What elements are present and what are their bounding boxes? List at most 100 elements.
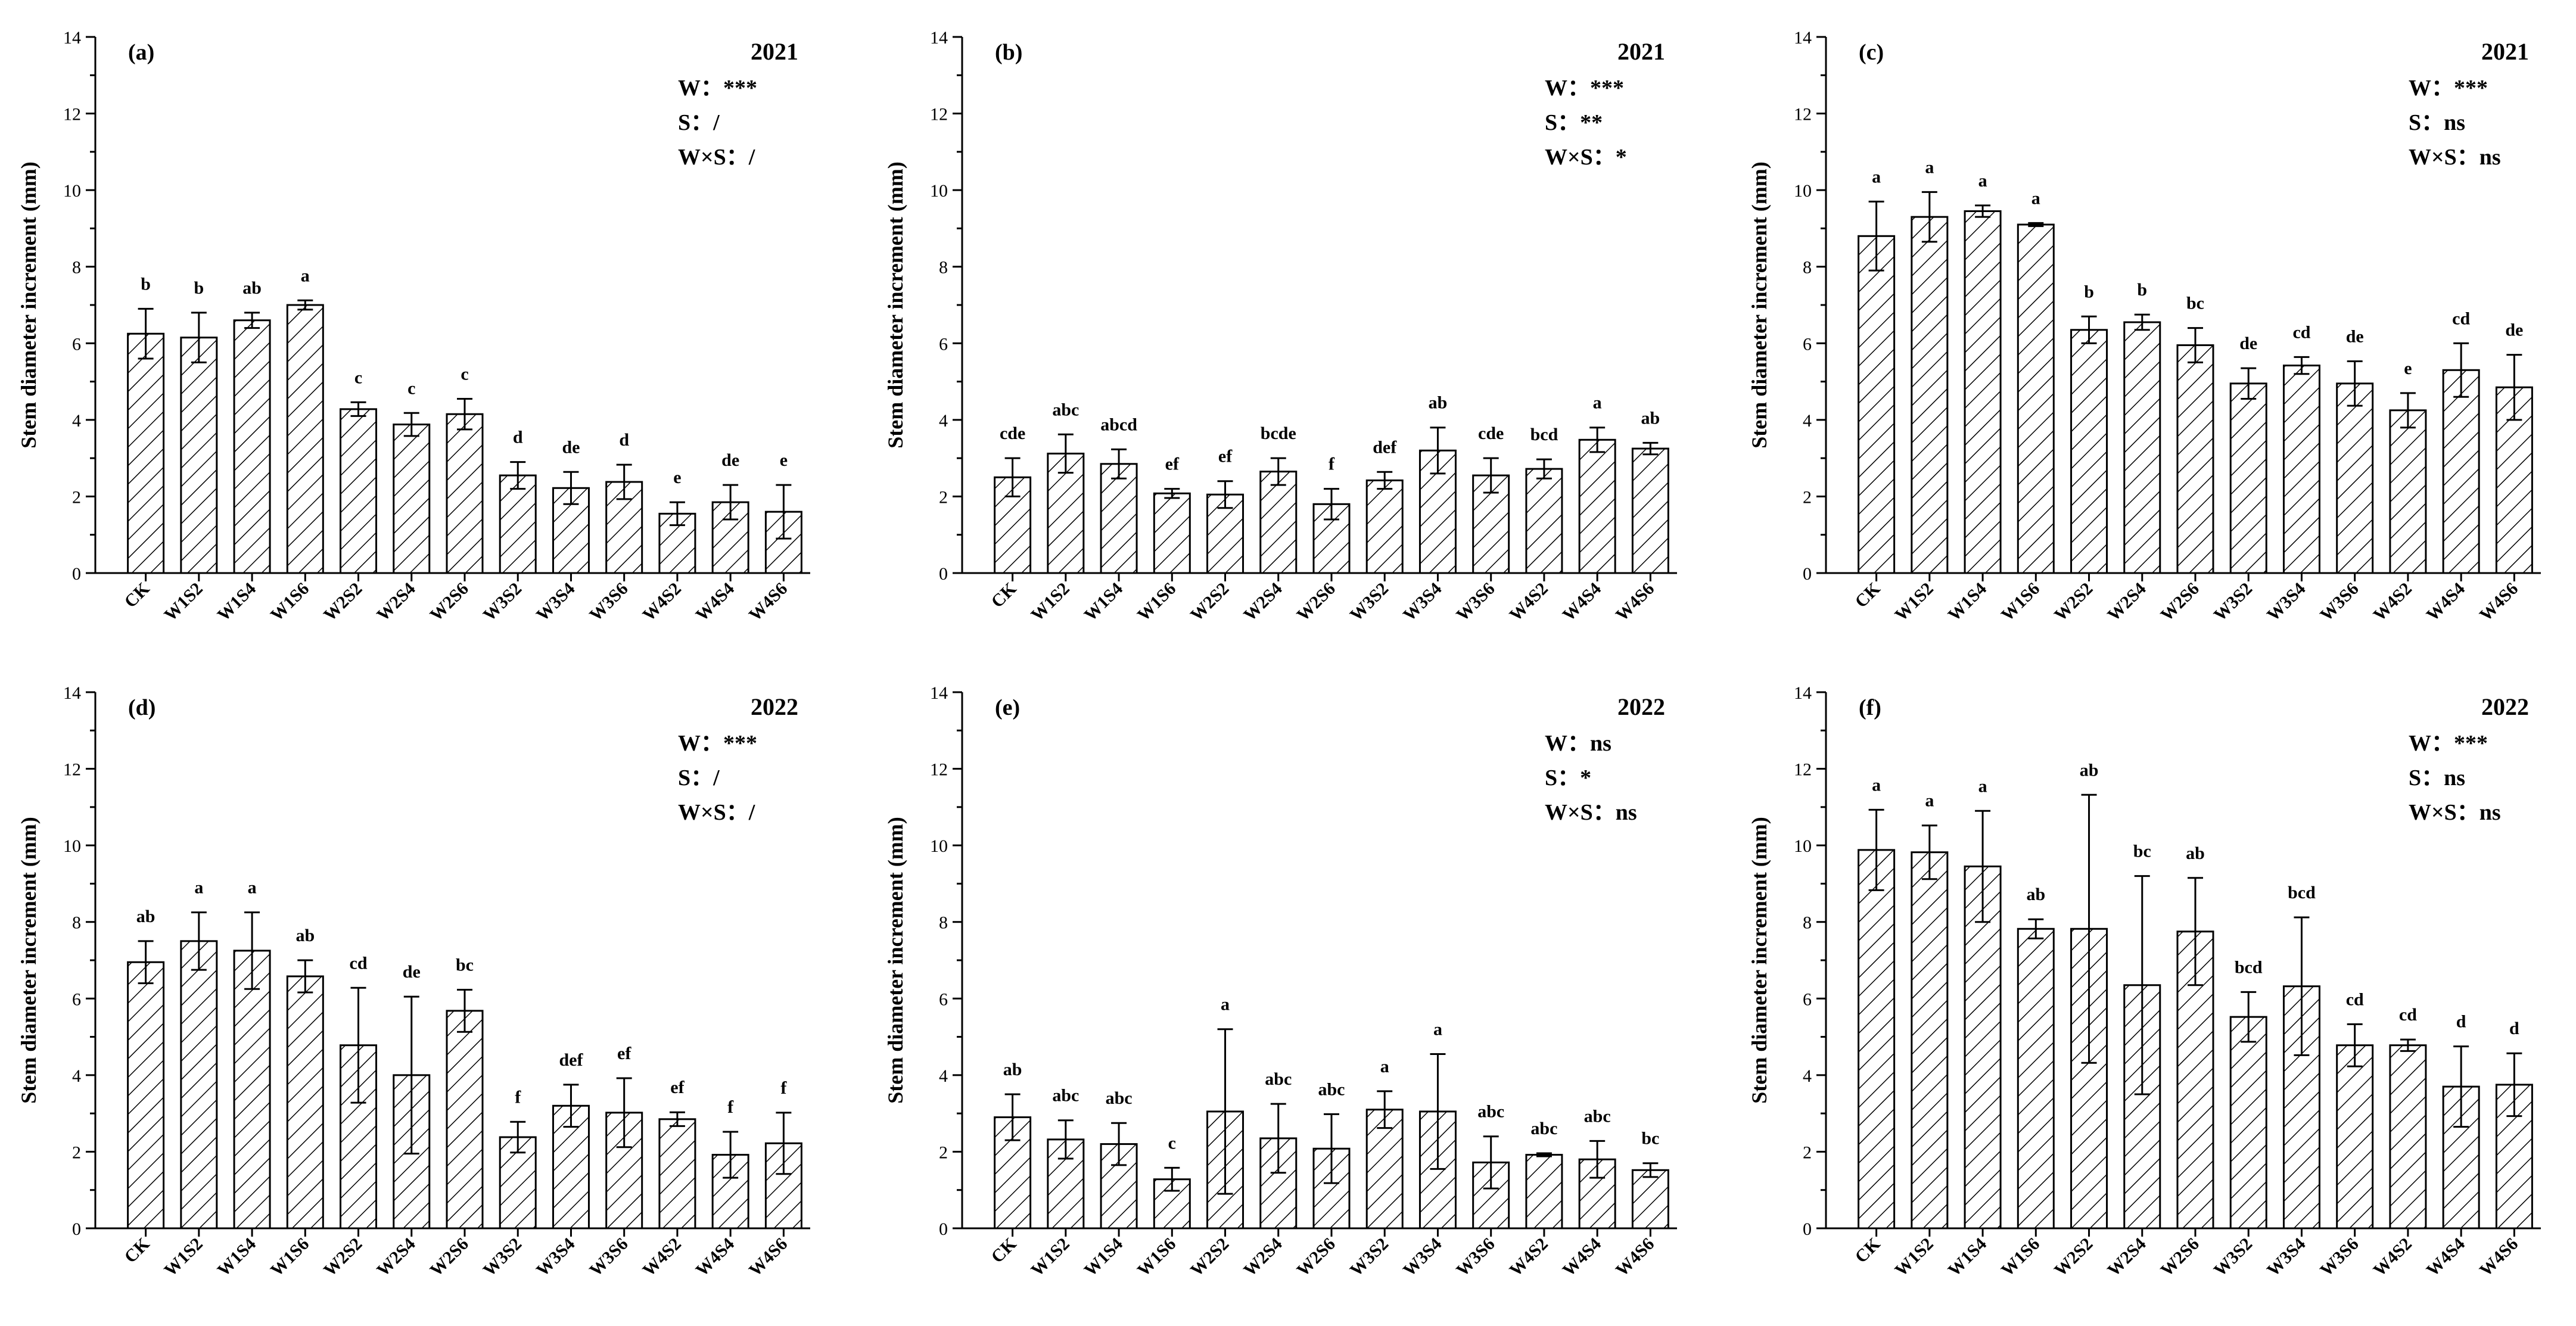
significance-stat: S：/ xyxy=(678,110,720,135)
bar-W4S4 xyxy=(1578,438,1616,574)
y-tick-label: 12 xyxy=(63,760,81,780)
bar-W4S2 xyxy=(658,1118,696,1229)
significance-stat: W×S：ns xyxy=(1545,800,1637,825)
x-tick-label: CK xyxy=(1851,1234,1884,1267)
y-tick-label: 12 xyxy=(63,105,81,124)
significance-letter: cde xyxy=(1478,424,1504,443)
x-tick-label: W1S6 xyxy=(1998,579,2044,625)
y-tick-label: 10 xyxy=(1794,836,1812,856)
x-tick-label: W3S2 xyxy=(2210,1234,2257,1281)
significance-letter: cd xyxy=(2452,309,2470,328)
bar-W4S2 xyxy=(1525,1154,1563,1229)
significance-stat: W：ns xyxy=(1545,731,1611,756)
significance-letter: cd xyxy=(2346,989,2364,1009)
significance-letter: ef xyxy=(670,1078,685,1097)
bar-W3S2 xyxy=(2229,1016,2267,1229)
significance-letter: f xyxy=(780,1078,787,1098)
significance-letter: de xyxy=(721,450,739,470)
x-tick-label: CK xyxy=(1851,578,1884,612)
x-tick-label: W2S2 xyxy=(320,1234,366,1281)
significance-letter: c xyxy=(354,368,362,387)
x-tick-label: W1S2 xyxy=(160,1234,207,1281)
x-tick-label: W1S4 xyxy=(213,1234,260,1281)
x-tick-label: W2S4 xyxy=(1240,1234,1286,1281)
significance-letter: e xyxy=(2404,359,2412,378)
significance-stat: S：/ xyxy=(678,765,720,790)
significance-letter: de xyxy=(2239,334,2257,353)
x-tick-label: W4S6 xyxy=(2476,1234,2522,1281)
x-tick-label: W2S6 xyxy=(2157,579,2203,625)
significance-stat: W×S：/ xyxy=(678,145,755,170)
y-tick-label: 0 xyxy=(1803,564,1812,584)
significance-stat: W：*** xyxy=(678,731,757,756)
significance-letter: a xyxy=(1380,1057,1389,1076)
significance-stat: S：ns xyxy=(2409,110,2465,135)
y-tick-label: 4 xyxy=(72,411,81,431)
y-tick-label: 14 xyxy=(63,28,81,48)
y-tick-label: 12 xyxy=(1794,760,1812,780)
x-tick-label: W1S4 xyxy=(1944,579,1990,625)
significance-letter: cde xyxy=(1000,424,1025,443)
bar-W4S4 xyxy=(2442,369,2480,574)
x-tick-label: W3S2 xyxy=(480,579,526,625)
x-tick-label: W2S4 xyxy=(2104,579,2150,625)
panel-label: (b) xyxy=(995,40,1022,65)
x-tick-label: W2S6 xyxy=(1293,1234,1339,1281)
x-tick-label: W4S6 xyxy=(745,1234,792,1281)
y-axis-label: Stem diameter increment (mm) xyxy=(1747,817,1771,1104)
bar-W2S4 xyxy=(1259,471,1298,574)
significance-letter: abc xyxy=(1318,1079,1345,1099)
y-tick-label: 14 xyxy=(1794,683,1812,703)
bar-W3S2 xyxy=(1365,479,1404,574)
bar-W1S4 xyxy=(1964,866,2002,1229)
significance-letter: ab xyxy=(2026,885,2045,904)
x-tick-label: W2S6 xyxy=(426,1234,472,1281)
significance-letter: b xyxy=(141,274,151,294)
significance-letter: c xyxy=(1168,1133,1176,1153)
y-tick-label: 14 xyxy=(1794,28,1812,48)
x-tick-label: W2S2 xyxy=(2051,1234,2097,1281)
chart-panel-c: 0 2 4 6 8 10 12 14 Stem diameter increment (mm) (… xyxy=(1747,28,2541,625)
significance-letter: a xyxy=(1925,791,1934,811)
significance-letter: ef xyxy=(617,1044,631,1063)
y-tick-label: 12 xyxy=(1794,105,1812,124)
significance-letter: ef xyxy=(1218,447,1233,466)
y-tick-label: 2 xyxy=(939,1143,948,1162)
significance-letter: f xyxy=(727,1097,734,1117)
significance-letter: e xyxy=(673,468,681,487)
y-tick-label: 12 xyxy=(930,105,948,124)
y-tick-label: 10 xyxy=(63,836,81,856)
year-label: 2021 xyxy=(1617,38,1665,65)
significance-letter: bc xyxy=(2133,842,2151,861)
y-tick-label: 14 xyxy=(63,683,81,703)
x-tick-label: W1S4 xyxy=(1080,1234,1127,1281)
significance-letter: cd xyxy=(2399,1005,2417,1025)
y-tick-label: 4 xyxy=(1803,1066,1812,1086)
x-tick-label: W3S6 xyxy=(2316,1234,2363,1281)
x-tick-label: W1S4 xyxy=(1944,1234,1990,1281)
x-tick-label: W4S4 xyxy=(692,579,739,625)
chart-panel-d: 0 2 4 6 8 10 12 14 Stem diameter increment (mm) (… xyxy=(17,683,810,1280)
y-axis-label: Stem diameter increment (mm) xyxy=(883,817,907,1104)
chart-panel-e: 0 2 4 6 8 10 12 14 Stem diameter increment (mm) (… xyxy=(883,683,1677,1280)
bar-W1S2 xyxy=(180,940,218,1229)
y-tick-label: 14 xyxy=(930,683,948,703)
x-tick-label: W1S6 xyxy=(267,1234,313,1281)
y-tick-label: 2 xyxy=(1803,1143,1812,1162)
panel-label: (a) xyxy=(128,40,154,65)
significance-letter: a xyxy=(2031,188,2040,208)
significance-letter: a xyxy=(1978,171,1987,191)
y-axis-label: Stem diameter increment (mm) xyxy=(17,817,41,1104)
bar-W1S6 xyxy=(286,975,324,1229)
y-tick-label: 6 xyxy=(72,989,81,1009)
y-tick-label: 2 xyxy=(1803,487,1812,507)
significance-letter: cd xyxy=(2292,322,2310,342)
x-tick-label: W4S2 xyxy=(1505,1234,1552,1281)
significance-stat: W×S：/ xyxy=(678,800,755,825)
significance-letter: a xyxy=(1221,995,1230,1014)
y-tick-label: 10 xyxy=(930,836,948,856)
bar-W1S6 xyxy=(2017,927,2055,1229)
y-tick-label: 2 xyxy=(939,487,948,507)
x-tick-label: W1S6 xyxy=(267,579,313,625)
